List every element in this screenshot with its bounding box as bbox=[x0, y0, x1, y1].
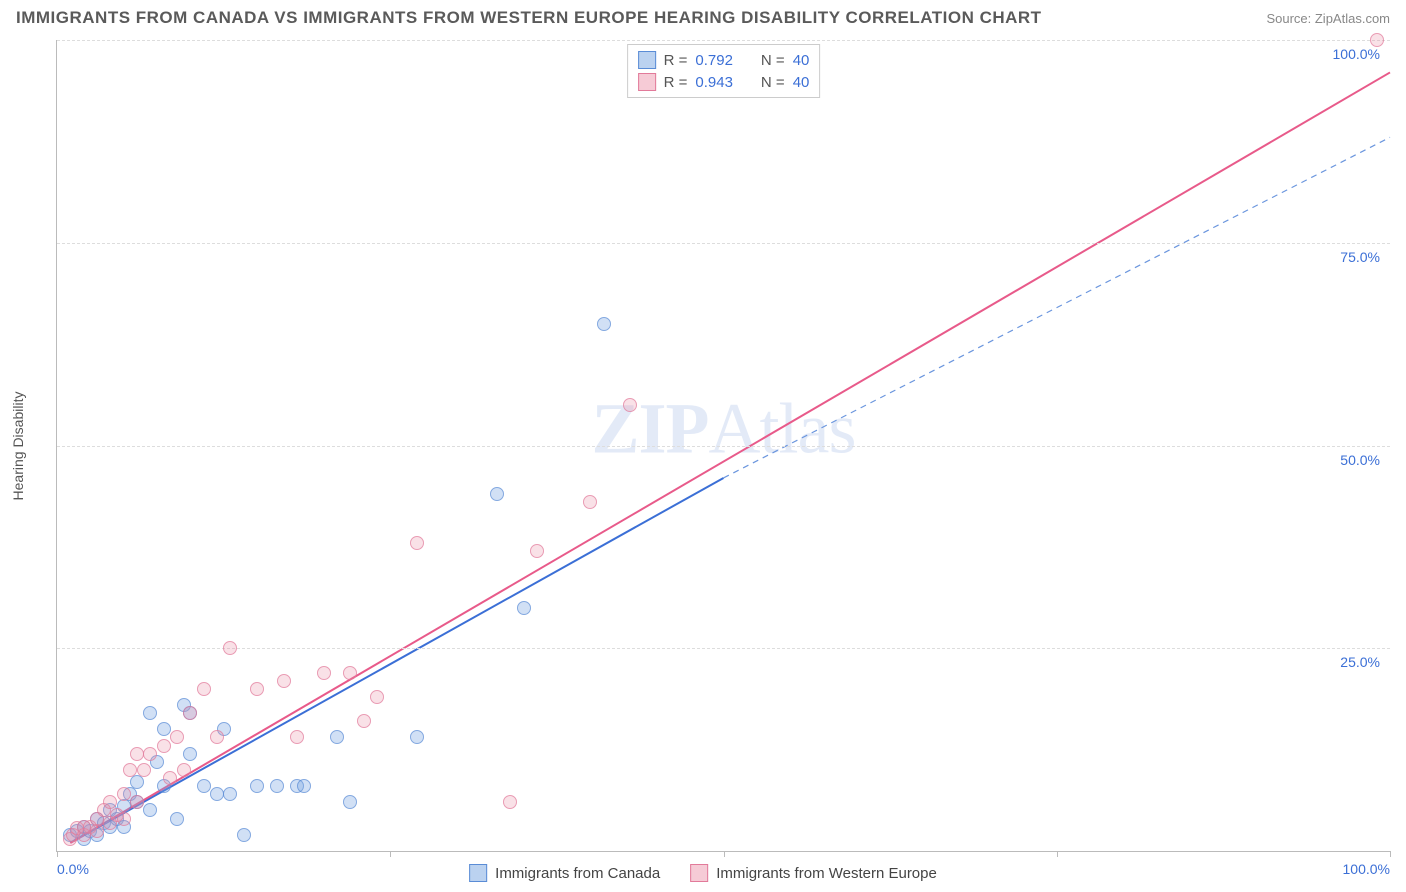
legend-label-weurope: Immigrants from Western Europe bbox=[716, 865, 937, 882]
data-point bbox=[130, 775, 144, 789]
data-point bbox=[197, 779, 211, 793]
gridline bbox=[57, 40, 1390, 41]
x-tick-label-right: 100.0% bbox=[1343, 861, 1390, 877]
data-point bbox=[290, 730, 304, 744]
data-point bbox=[90, 824, 104, 838]
legend-label-canada: Immigrants from Canada bbox=[495, 865, 660, 882]
watermark-rest: Atlas bbox=[709, 389, 856, 469]
y-tick-label: 50.0% bbox=[1340, 452, 1380, 468]
n-value-pink: 40 bbox=[793, 74, 810, 91]
data-point bbox=[1370, 33, 1384, 47]
r-label: R = bbox=[664, 52, 688, 69]
gridline bbox=[57, 243, 1390, 244]
data-point bbox=[517, 601, 531, 615]
series-legend: Immigrants from Canada Immigrants from W… bbox=[469, 864, 937, 882]
data-point bbox=[317, 666, 331, 680]
data-point bbox=[343, 666, 357, 680]
y-tick-label: 25.0% bbox=[1340, 654, 1380, 670]
data-point bbox=[490, 487, 504, 501]
legend-item-canada: Immigrants from Canada bbox=[469, 864, 660, 882]
x-tick-mark bbox=[1057, 851, 1058, 857]
watermark-bold: ZIP bbox=[591, 389, 708, 469]
x-tick-label-left: 0.0% bbox=[57, 861, 89, 877]
data-point bbox=[170, 812, 184, 826]
data-point bbox=[143, 747, 157, 761]
data-point bbox=[117, 787, 131, 801]
n-label: N = bbox=[761, 74, 785, 91]
swatch-pink-icon bbox=[690, 864, 708, 882]
data-point bbox=[117, 812, 131, 826]
chart-plot-area: ZIPAtlas R = 0.792 N = 40 R = 0.943 N = … bbox=[56, 40, 1390, 852]
x-tick-mark bbox=[1390, 851, 1391, 857]
chart-title: IMMIGRANTS FROM CANADA VS IMMIGRANTS FRO… bbox=[16, 8, 1042, 28]
swatch-blue-icon bbox=[469, 864, 487, 882]
data-point bbox=[357, 714, 371, 728]
data-point bbox=[130, 747, 144, 761]
swatch-pink-icon bbox=[638, 73, 656, 91]
source-attribution: Source: ZipAtlas.com bbox=[1266, 11, 1390, 26]
data-point bbox=[597, 317, 611, 331]
data-point bbox=[177, 763, 191, 777]
data-point bbox=[223, 787, 237, 801]
swatch-blue-icon bbox=[638, 51, 656, 69]
data-point bbox=[583, 495, 597, 509]
data-point bbox=[623, 398, 637, 412]
data-point bbox=[143, 706, 157, 720]
data-point bbox=[137, 763, 151, 777]
x-tick-mark bbox=[724, 851, 725, 857]
r-value-blue: 0.792 bbox=[695, 52, 733, 69]
n-label: N = bbox=[761, 52, 785, 69]
data-point bbox=[503, 795, 517, 809]
x-tick-mark bbox=[57, 851, 58, 857]
data-point bbox=[223, 641, 237, 655]
data-point bbox=[250, 682, 264, 696]
gridline bbox=[57, 446, 1390, 447]
r-label: R = bbox=[664, 74, 688, 91]
x-tick-mark bbox=[390, 851, 391, 857]
data-point bbox=[163, 771, 177, 785]
data-point bbox=[130, 795, 144, 809]
data-point bbox=[297, 779, 311, 793]
n-value-blue: 40 bbox=[793, 52, 810, 69]
data-point bbox=[410, 536, 424, 550]
data-point bbox=[143, 803, 157, 817]
legend-item-weurope: Immigrants from Western Europe bbox=[690, 864, 937, 882]
data-point bbox=[210, 730, 224, 744]
data-point bbox=[250, 779, 264, 793]
data-point bbox=[237, 828, 251, 842]
data-point bbox=[530, 544, 544, 558]
data-point bbox=[270, 779, 284, 793]
r-value-pink: 0.943 bbox=[695, 74, 733, 91]
data-point bbox=[123, 763, 137, 777]
correlation-legend: R = 0.792 N = 40 R = 0.943 N = 40 bbox=[627, 44, 821, 98]
data-point bbox=[410, 730, 424, 744]
y-axis-label: Hearing Disability bbox=[10, 392, 26, 501]
data-point bbox=[277, 674, 291, 688]
legend-row-blue: R = 0.792 N = 40 bbox=[638, 49, 810, 71]
data-point bbox=[157, 739, 171, 753]
data-point bbox=[197, 682, 211, 696]
data-point bbox=[170, 730, 184, 744]
data-point bbox=[343, 795, 357, 809]
gridline bbox=[57, 648, 1390, 649]
data-point bbox=[330, 730, 344, 744]
data-point bbox=[183, 706, 197, 720]
data-point bbox=[370, 690, 384, 704]
y-tick-label: 75.0% bbox=[1340, 249, 1380, 265]
chart-header: IMMIGRANTS FROM CANADA VS IMMIGRANTS FRO… bbox=[0, 0, 1406, 32]
data-point bbox=[210, 787, 224, 801]
legend-row-pink: R = 0.943 N = 40 bbox=[638, 71, 810, 93]
data-point bbox=[157, 722, 171, 736]
y-tick-label: 100.0% bbox=[1333, 46, 1380, 62]
data-point bbox=[183, 747, 197, 761]
